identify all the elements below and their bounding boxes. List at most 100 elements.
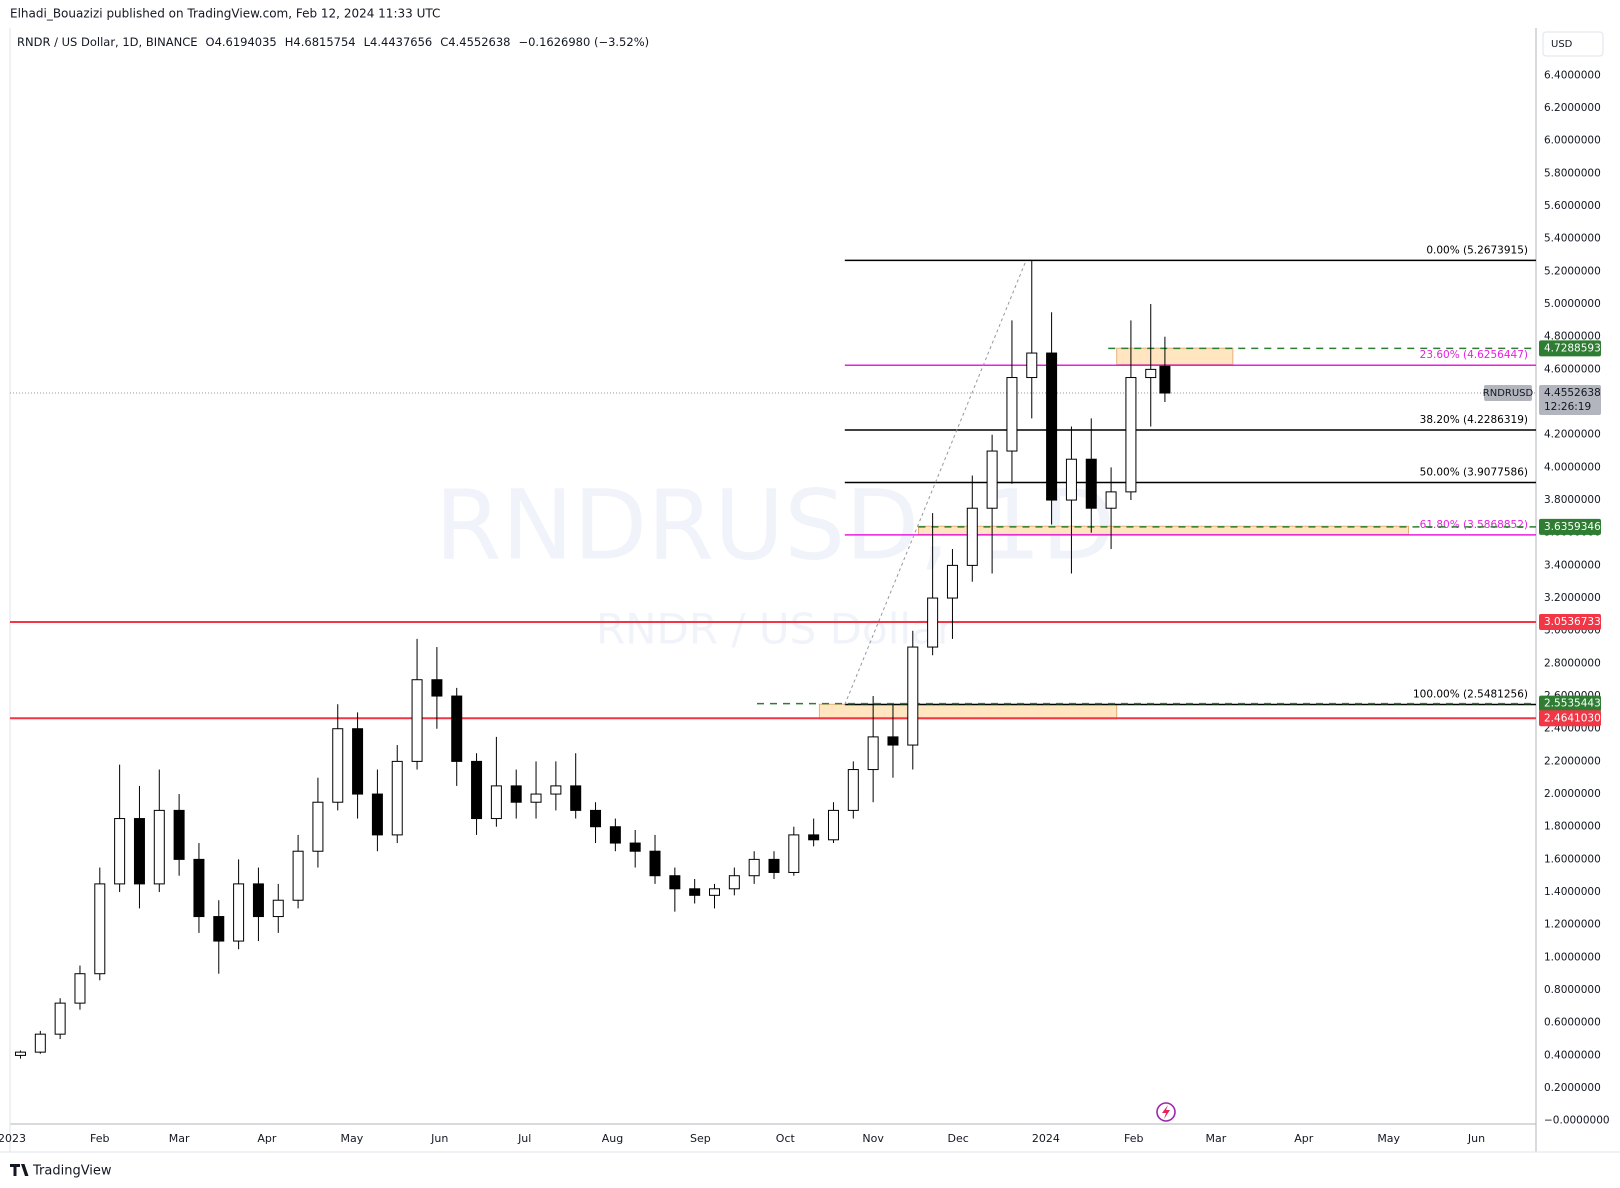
candle-body <box>788 834 800 873</box>
y-tick-label: 5.2000000 <box>1544 265 1601 277</box>
currency-button[interactable] <box>1542 31 1604 57</box>
x-tick-label: Feb <box>1124 1132 1143 1145</box>
candle-body <box>173 809 185 860</box>
candle-body <box>689 888 701 896</box>
brand-mark <box>10 1164 29 1176</box>
publish-header: Elhadi_Bouazizi published on TradingView… <box>10 7 440 21</box>
fib-label: 61.80% (3.5868852) <box>1420 519 1528 531</box>
x-tick-label: Dec <box>947 1132 968 1145</box>
price-tag-label: 3.0536733 <box>1544 616 1601 628</box>
y-tick-label: 2.2000000 <box>1544 755 1601 767</box>
candle-body <box>590 809 602 828</box>
price-zone <box>1116 347 1234 365</box>
x-tick-label: Jun <box>1467 1132 1485 1145</box>
legend-value: 4.4437656 <box>370 35 432 49</box>
x-tick-label: Aug <box>602 1132 623 1145</box>
candle-body <box>709 888 721 896</box>
legend-value: 4.4552638 <box>448 35 510 49</box>
candle-body <box>451 695 463 762</box>
countdown-label: 12:26:19 <box>1544 401 1591 413</box>
y-tick-label: 0.8000000 <box>1544 984 1601 996</box>
candle-body <box>966 507 978 566</box>
candle-body <box>728 875 740 890</box>
candle-body <box>847 769 859 811</box>
candle-body <box>471 760 483 820</box>
candle-body <box>1026 352 1038 379</box>
fib-label: 100.00% (2.5481256) <box>1413 689 1528 701</box>
flash-bolt[interactable] <box>1162 1105 1170 1119</box>
candle-body <box>391 760 403 836</box>
y-tick-label: 0.2000000 <box>1544 1082 1601 1094</box>
y-tick-label: −0.0000000 <box>1544 1115 1610 1127</box>
x-tick-label: Apr <box>1294 1132 1314 1145</box>
x-tick-label: 2024 <box>1032 1132 1060 1145</box>
legend-key: H <box>285 35 294 49</box>
x-tick-label: Sep <box>690 1132 711 1145</box>
y-tick-label: 0.6000000 <box>1544 1017 1601 1029</box>
y-tick-label: 4.0000000 <box>1544 461 1601 473</box>
x-tick-label: Jul <box>517 1132 531 1145</box>
price-tag <box>1539 518 1601 535</box>
price-tag <box>1539 710 1601 727</box>
x-tick-label: May <box>1377 1132 1400 1145</box>
candle-body <box>153 809 165 885</box>
y-tick-label: 4.2000000 <box>1544 429 1601 441</box>
y-tick-label: 5.8000000 <box>1544 167 1601 179</box>
y-tick-label: 6.2000000 <box>1544 102 1601 114</box>
y-tick-label: 2.8000000 <box>1544 657 1601 669</box>
candle-body <box>510 785 522 803</box>
candle-body <box>649 850 661 877</box>
symbol-tag-label: RNDRUSD <box>1483 388 1534 399</box>
y-tick-label: 6.0000000 <box>1544 135 1601 147</box>
y-tick-label: 1.0000000 <box>1544 951 1601 963</box>
y-tick-label: 4.8000000 <box>1544 331 1601 343</box>
y-tick-label: 4.6000000 <box>1544 363 1601 375</box>
fib-label: 38.20% (4.2286319) <box>1420 414 1528 426</box>
fib-label: 50.00% (3.9077586) <box>1420 466 1528 478</box>
watermark-subtitle: RNDR / US Dollar <box>596 605 955 654</box>
fib-label: 23.60% (4.6256447) <box>1420 349 1528 361</box>
x-tick-label: May <box>341 1132 364 1145</box>
y-tick-label: 3.2000000 <box>1544 592 1601 604</box>
candle-body <box>352 728 364 795</box>
candle-body <box>272 899 284 918</box>
candle-body <box>1159 365 1171 394</box>
flash-ring[interactable] <box>1156 1102 1176 1122</box>
brand-logo: TradingView <box>10 1164 112 1179</box>
legend-key: C <box>440 35 448 49</box>
price-tag <box>1539 340 1601 357</box>
y-tick-label: 1.4000000 <box>1544 886 1601 898</box>
price-tag <box>1539 695 1601 712</box>
y-tick-label: 1.2000000 <box>1544 919 1601 931</box>
symbol-tag <box>1484 385 1532 402</box>
last-price-label: 4.4552638 <box>1544 387 1601 399</box>
candle-body <box>1105 491 1117 509</box>
x-tick-label: Feb <box>90 1132 109 1145</box>
candle-body <box>490 785 502 820</box>
candle-body <box>1006 377 1018 452</box>
currency-label[interactable]: USD <box>1551 39 1573 50</box>
candle-body <box>1085 458 1097 509</box>
candle-body <box>193 858 205 918</box>
y-tick-label: 5.0000000 <box>1544 298 1601 310</box>
flash-icon[interactable] <box>1156 1102 1176 1122</box>
candle-body <box>411 679 423 762</box>
x-tick-label: Nov <box>862 1132 884 1145</box>
y-tick-label: 0.4000000 <box>1544 1049 1601 1061</box>
candle-body <box>34 1033 46 1053</box>
candle-body <box>94 883 106 975</box>
x-tick-label: Oct <box>776 1132 796 1145</box>
candle-body <box>1065 458 1077 501</box>
y-tick-label: 5.6000000 <box>1544 200 1601 212</box>
fib-trend-line <box>844 260 1027 705</box>
y-tick-label: 3.4000000 <box>1544 559 1601 571</box>
x-tick-label: Mar <box>1206 1132 1227 1145</box>
price-tag-label: 3.6359346 <box>1544 521 1601 533</box>
legend-key: O <box>206 35 215 49</box>
y-tick-label: 3.8000000 <box>1544 494 1601 506</box>
legend-value: 4.6815754 <box>293 35 355 49</box>
x-tick-label: Jun <box>430 1132 448 1145</box>
candle-body <box>54 1002 66 1035</box>
candle-body <box>233 883 245 942</box>
candle-body <box>530 793 542 803</box>
